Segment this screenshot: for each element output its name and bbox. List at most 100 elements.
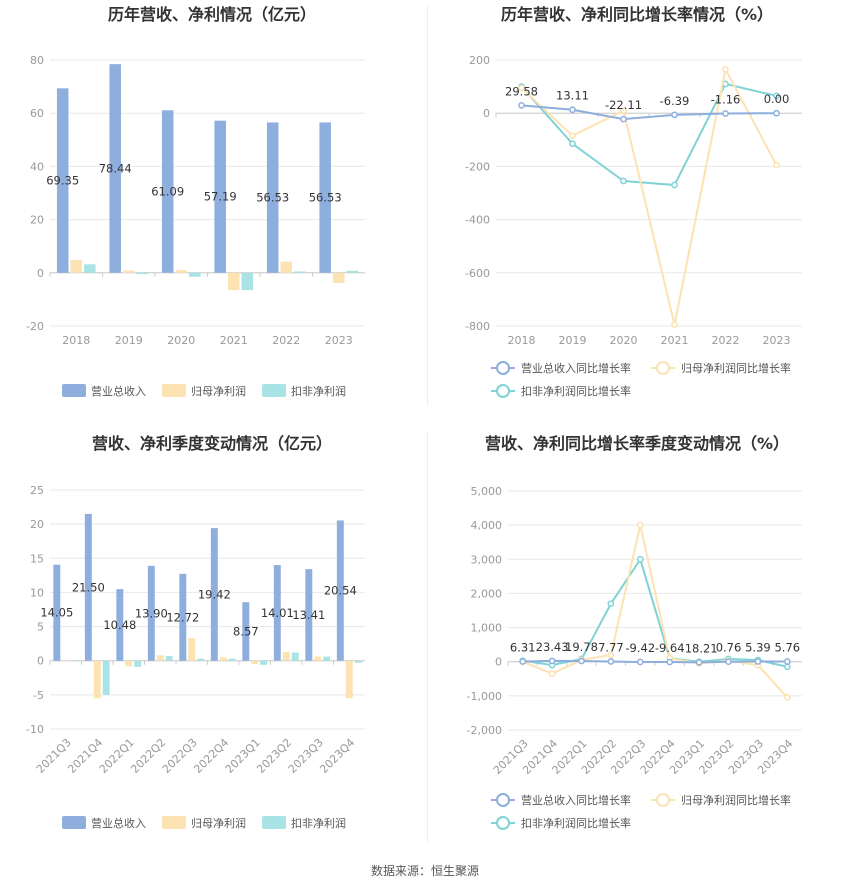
x-tick-label: 2023Q4 bbox=[317, 736, 357, 776]
legend-swatch bbox=[162, 816, 186, 829]
bar-0 bbox=[147, 565, 155, 661]
quarterly-line-chart: 营收、净利同比增长率季度变动情况（%） 5,000 4,000 3,000 2,000 1… bbox=[467, 434, 802, 830]
legend-label: 营业总收入 bbox=[91, 384, 146, 398]
x-tick-label: 2019 bbox=[559, 334, 587, 347]
series-point-0 bbox=[519, 658, 527, 665]
bar-2 bbox=[134, 660, 142, 667]
y-tick-label: 5,000 bbox=[471, 485, 503, 498]
series-point-0 bbox=[695, 658, 703, 666]
series-line-1 bbox=[520, 66, 778, 325]
data-label: -9.42 bbox=[625, 641, 655, 655]
series-point-2 bbox=[569, 140, 576, 148]
x-tick-label: 2020 bbox=[167, 334, 195, 347]
bar-0 bbox=[273, 565, 281, 661]
series-point-0 bbox=[607, 658, 615, 665]
bar-1 bbox=[188, 638, 196, 661]
x-tick-label: 2021 bbox=[220, 334, 248, 347]
data-label: 19.78 bbox=[565, 640, 598, 654]
y-tick-label: 0 bbox=[495, 656, 502, 669]
series-point-2 bbox=[783, 663, 791, 671]
data-label: -1.16 bbox=[711, 93, 741, 107]
bar-0 bbox=[210, 528, 218, 661]
data-label: 7.77 bbox=[598, 640, 624, 654]
series-point-0 bbox=[725, 658, 732, 666]
series-point-2 bbox=[620, 177, 627, 185]
bar-2 bbox=[197, 658, 205, 661]
y-tick-label: -400 bbox=[465, 214, 490, 227]
x-tick-label: 2023 bbox=[325, 334, 353, 347]
annual-bar-panel: 历年营收、净利情况（亿元） 80 60 40 20 0 -20 2018 2019 2020 202… bbox=[0, 0, 425, 430]
bar-1 bbox=[345, 660, 353, 699]
x-tick-label: 2022 bbox=[712, 334, 740, 347]
data-label: -9.64 bbox=[655, 641, 685, 655]
data-label: 13.11 bbox=[556, 89, 589, 103]
data-label: 56.53 bbox=[256, 191, 289, 205]
y-tick-label: 25 bbox=[30, 484, 44, 497]
y-tick-label: -200 bbox=[465, 160, 490, 173]
series-line-0 bbox=[522, 659, 788, 664]
legend-swatch bbox=[262, 384, 286, 397]
y-tick-label: -600 bbox=[465, 267, 490, 280]
bar-2 bbox=[346, 270, 359, 273]
chart-title: 营收、净利同比增长率季度变动情况（%） bbox=[485, 434, 789, 453]
data-label: 29.58 bbox=[505, 84, 538, 98]
data-label: 0.76 bbox=[716, 641, 742, 655]
bar-2 bbox=[294, 271, 306, 273]
bar-2 bbox=[136, 272, 149, 275]
bar-0 bbox=[53, 564, 61, 661]
divider bbox=[427, 432, 428, 842]
x-tick-label: 2020 bbox=[610, 334, 638, 347]
series-point-1 bbox=[607, 651, 615, 659]
series-point-2 bbox=[607, 600, 615, 608]
quarterly-bar-panel: 营收、净利季度变动情况（亿元） 25 20 15 10 5 0 -5 -10 2021Q3 2021… bbox=[0, 428, 425, 858]
bar-1 bbox=[175, 270, 188, 273]
legend-label: 扣非净利润同比增长率 bbox=[521, 816, 631, 830]
bar-2 bbox=[291, 652, 299, 661]
bar-0 bbox=[336, 520, 344, 661]
y-tick-label: -800 bbox=[465, 320, 490, 333]
series-point-2 bbox=[773, 92, 780, 100]
y-tick-label: 3,000 bbox=[471, 553, 503, 566]
data-label: 20.54 bbox=[324, 584, 357, 598]
annual-line-panel: 历年营收、净利同比增长率情况（%） 200 0 -200 -400 -600 -800 201… bbox=[425, 0, 850, 430]
bar-0 bbox=[214, 120, 226, 273]
y-tick-label: 1,000 bbox=[471, 622, 503, 635]
series-point-1 bbox=[569, 132, 576, 140]
data-label: 13.90 bbox=[135, 606, 168, 620]
annual-line-chart: 历年营收、净利同比增长率情况（%） 200 0 -200 -400 -600 -800 201… bbox=[465, 5, 802, 398]
series-point-1 bbox=[773, 161, 780, 169]
quarterly-line-panel: 营收、净利同比增长率季度变动情况（%） 5,000 4,000 3,000 2,000 1… bbox=[425, 428, 850, 858]
data-label: 14.01 bbox=[261, 606, 294, 620]
legend-marker bbox=[496, 384, 510, 398]
bar-1 bbox=[125, 660, 133, 667]
series-point-0 bbox=[666, 658, 674, 666]
bar-2 bbox=[354, 660, 362, 663]
chart-title: 营收、净利季度变动情况（亿元） bbox=[92, 434, 332, 453]
data-label: 69.35 bbox=[46, 174, 79, 188]
data-label: 19.42 bbox=[198, 587, 231, 601]
data-label: 5.39 bbox=[745, 641, 771, 655]
legend-marker bbox=[496, 361, 510, 375]
bar-1 bbox=[70, 260, 83, 273]
legend-label: 营业总收入 bbox=[91, 816, 146, 830]
series-point-0 bbox=[578, 657, 585, 665]
bar-2 bbox=[71, 660, 79, 662]
series-line-2 bbox=[522, 556, 788, 668]
y-tick-label: 0 bbox=[37, 267, 44, 280]
bar-0 bbox=[242, 602, 250, 661]
bar-1 bbox=[122, 270, 135, 273]
bar-1 bbox=[314, 656, 322, 661]
bar-1 bbox=[251, 660, 259, 665]
annual-bar-chart: 历年营收、净利情况（亿元） 80 60 40 20 0 -20 2018 2019 2020 202… bbox=[26, 5, 365, 398]
bar-2 bbox=[323, 656, 331, 661]
legend-swatch bbox=[62, 816, 86, 829]
bar-1 bbox=[156, 655, 164, 661]
series-point-0 bbox=[569, 106, 576, 114]
divider bbox=[427, 5, 428, 405]
bar-1 bbox=[219, 657, 227, 661]
series-point-1 bbox=[636, 521, 644, 529]
data-label: -18.21 bbox=[681, 641, 718, 655]
data-label: 78.44 bbox=[99, 161, 132, 175]
y-tick-label: 5 bbox=[37, 621, 44, 634]
series-point-2 bbox=[636, 555, 644, 563]
